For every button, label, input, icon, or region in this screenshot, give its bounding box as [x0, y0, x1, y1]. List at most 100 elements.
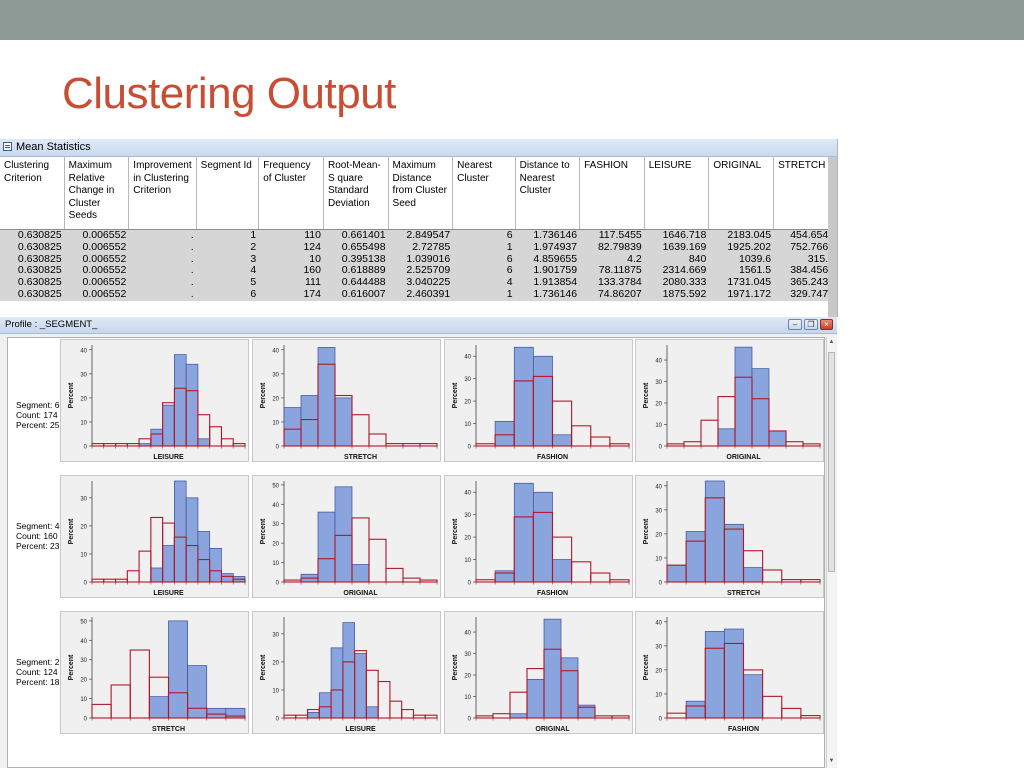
table-cell: 0.630825	[0, 276, 65, 289]
histogram-panel: 0 10 20 30 40 Percent STRETCH	[635, 475, 824, 598]
table-cell: 2.460391	[388, 288, 454, 301]
y-tick-label: 10	[655, 692, 662, 698]
y-tick-label: 30	[655, 508, 662, 514]
mean-statistics-scrollbar[interactable]	[828, 157, 837, 317]
overall-bar-outline	[187, 707, 208, 719]
y-tick-label: 50	[272, 483, 279, 489]
x-axis-label: FASHION	[728, 726, 759, 733]
column-header[interactable]: FASHION	[579, 157, 645, 230]
table-cell: 2080.333	[644, 276, 710, 289]
minimize-button[interactable]: –	[788, 319, 802, 330]
table-cell: .	[128, 288, 197, 301]
y-tick-label: 30	[464, 513, 471, 519]
column-header[interactable]: ORIGINAL	[708, 157, 775, 230]
overall-bar-outline	[742, 669, 764, 719]
table-cell: .	[128, 265, 197, 278]
segment-bar	[666, 564, 687, 583]
segment-bar	[351, 564, 370, 583]
histogram-chart: 0 10 20 30 40 Percent STRETCH	[643, 480, 821, 597]
segment-percent: Percent: 23.22	[16, 541, 72, 551]
column-header[interactable]: Segment Id	[196, 157, 260, 230]
table-cell: 1	[196, 229, 260, 242]
table-cell: 2.72785	[388, 241, 454, 254]
column-header[interactable]: Frequency of Cluster	[258, 157, 324, 230]
segment-bar	[174, 480, 187, 583]
table-cell: 4.859655	[515, 253, 581, 266]
y-tick-label: 30	[655, 380, 662, 386]
y-tick-label: 20	[464, 674, 471, 680]
column-header[interactable]: Distance to Nearest Cluster	[515, 157, 581, 230]
table-cell: 1.901759	[515, 265, 581, 278]
y-tick-label: 20	[655, 532, 662, 538]
close-button[interactable]: ×	[820, 319, 833, 330]
profile-scrollbar[interactable]: ▲ ▼	[826, 337, 836, 768]
table-row[interactable]: 0.630825 0.006552. 2 124 0.655498 2.72785 1 1.9…	[0, 241, 837, 254]
y-tick-label: 20	[272, 660, 279, 666]
segment-bar	[162, 545, 175, 583]
segment-bar	[318, 692, 332, 719]
table-row[interactable]: 0.630825 0.006552. 3 10 0.395138 1.039016 6 4.8…	[0, 253, 837, 266]
overall-bar-outline	[571, 425, 592, 447]
column-header[interactable]: Clustering Criterion	[0, 157, 65, 230]
scroll-thumb[interactable]	[828, 352, 835, 572]
segment-bar	[513, 346, 534, 447]
overall-bar-outline	[225, 715, 246, 719]
column-header[interactable]: Maximum Relative Change in Cluster Seeds	[64, 157, 130, 230]
table-cell: 174	[258, 288, 324, 301]
table-cell: 1.736146	[515, 288, 581, 301]
profile-titlebar[interactable]: Profile : _SEGMENT_ – ❐ ×	[0, 317, 837, 334]
histogram-panel: 0 10 20 30 40 Percent STRETCH	[252, 339, 441, 462]
column-header[interactable]: STRETCH	[773, 157, 837, 230]
table-cell: 2.849547	[388, 229, 454, 242]
y-tick-label: 20	[80, 396, 87, 402]
scroll-down-icon[interactable]: ▼	[828, 758, 835, 764]
segment-count: Count: 160	[16, 531, 58, 541]
segment-bar	[162, 404, 175, 447]
y-axis-label: Percent	[643, 382, 650, 408]
segment-bar	[717, 428, 736, 447]
table-cell: 2183.045	[708, 229, 775, 242]
x-axis-label: LEISURE	[345, 726, 376, 733]
histogram-chart: 0 10 20 30 40 50 Percent ORIGINAL	[260, 481, 438, 597]
y-tick-label: 20	[80, 524, 87, 530]
y-tick-label: 10	[80, 552, 87, 558]
column-header[interactable]: Maximum Distance from Cluster Seed	[388, 157, 454, 230]
column-header[interactable]: Improvement in Clustering Criterion	[128, 157, 197, 230]
column-header[interactable]: Nearest Cluster	[452, 157, 516, 230]
overall-bar-outline	[232, 443, 246, 447]
segment-bar	[494, 570, 515, 583]
slide-title: Clustering Output	[62, 69, 396, 118]
segment-bar	[685, 700, 706, 719]
table-cell: 0.630825	[0, 288, 65, 301]
restore-button[interactable]: ❐	[804, 319, 818, 330]
y-axis-label: Percent	[68, 518, 75, 544]
table-cell: 3.040225	[388, 276, 454, 289]
table-cell: 1.974937	[515, 241, 581, 254]
x-axis-label: STRETCH	[152, 726, 185, 733]
y-tick-label: 10	[655, 556, 662, 562]
table-cell: 6	[452, 253, 516, 266]
column-header[interactable]: LEISURE	[644, 157, 710, 230]
scroll-up-icon[interactable]: ▲	[828, 339, 835, 345]
segment-bar	[533, 355, 553, 447]
overall-bar-outline	[419, 443, 438, 447]
overall-bar-outline	[762, 569, 783, 583]
overall-bar-outline	[351, 414, 370, 447]
segment-bar	[197, 531, 211, 583]
y-axis-label: Percent	[643, 518, 650, 544]
column-header[interactable]: Root-Mean-S quare Standard Deviation	[323, 157, 389, 230]
y-tick-label: 10	[80, 697, 87, 703]
table-cell: 1039.6	[708, 253, 775, 266]
mean-statistics-titlebar[interactable]: Mean Statistics	[0, 139, 837, 157]
overall-bar-outline	[167, 692, 189, 719]
y-tick-label: 40	[464, 491, 471, 497]
table-row[interactable]: 0.630825 0.006552. 5 111 0.644488 3.040225 4 1.…	[0, 276, 837, 289]
overall-bar-outline	[368, 433, 387, 447]
table-cell: 0.395138	[323, 253, 389, 266]
table-row[interactable]: 0.630825 0.006552. 6 174 0.616007 2.460391 1 1.…	[0, 288, 837, 301]
y-tick-label: 20	[464, 400, 471, 406]
table-row[interactable]: 0.630825 0.006552. 4 160 0.618889 2.525709 6 1.…	[0, 265, 837, 278]
x-axis-label: ORIGINAL	[343, 590, 378, 597]
y-axis-label: Percent	[68, 382, 75, 408]
table-row[interactable]: 0.630825 0.006552. 1 110 0.661401 2.849547 6 1.…	[0, 229, 837, 242]
